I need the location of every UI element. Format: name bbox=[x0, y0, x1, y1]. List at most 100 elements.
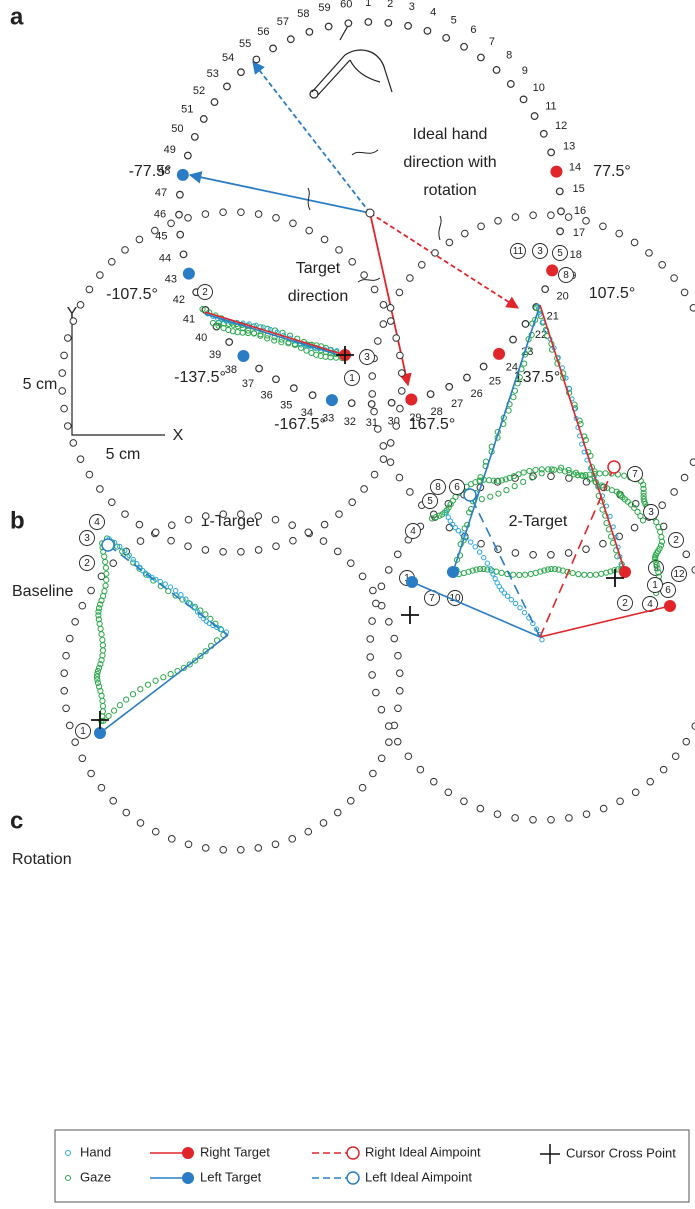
target bbox=[360, 485, 368, 493]
target bbox=[445, 238, 454, 247]
hand-sample bbox=[490, 571, 496, 577]
gaze-sample bbox=[520, 469, 527, 476]
legend-label: Cursor Cross Point bbox=[566, 1145, 676, 1160]
target bbox=[477, 539, 485, 548]
marker-circle bbox=[75, 723, 91, 739]
gaze-sample bbox=[114, 543, 121, 550]
gaze-sample bbox=[541, 567, 548, 574]
target bbox=[255, 364, 263, 373]
gaze-sample bbox=[521, 360, 528, 367]
target bbox=[324, 22, 333, 31]
ideal-aimpoint bbox=[463, 488, 477, 502]
hand-sample bbox=[539, 637, 545, 643]
gaze-sample bbox=[428, 515, 436, 522]
gaze-sample bbox=[95, 612, 102, 619]
target-number: 56 bbox=[257, 26, 269, 38]
gaze-sample bbox=[93, 673, 101, 680]
target bbox=[379, 301, 388, 309]
target bbox=[393, 550, 402, 559]
target bbox=[69, 317, 78, 325]
target bbox=[658, 260, 667, 269]
angle-label: 137.5° bbox=[514, 369, 560, 386]
target bbox=[237, 208, 245, 217]
target bbox=[599, 804, 608, 813]
hand-sample bbox=[610, 524, 616, 530]
target bbox=[289, 384, 298, 393]
target bbox=[87, 586, 95, 595]
gaze-sample bbox=[503, 487, 510, 494]
marker-number: 6 bbox=[454, 482, 460, 493]
gaze-sample bbox=[98, 597, 105, 604]
hand-icon bbox=[309, 21, 393, 99]
target bbox=[364, 18, 373, 26]
target bbox=[396, 404, 404, 413]
gaze-sample bbox=[257, 324, 264, 331]
target bbox=[630, 523, 639, 532]
target-number: 38 bbox=[225, 364, 237, 376]
target bbox=[237, 68, 245, 77]
marker-circle bbox=[197, 284, 213, 300]
target-line bbox=[539, 605, 671, 638]
gaze-sample bbox=[98, 717, 105, 725]
gaze-sample bbox=[129, 691, 137, 698]
target bbox=[373, 425, 382, 433]
hand-sample bbox=[162, 581, 168, 587]
gaze-sample bbox=[97, 601, 104, 608]
marker-circle bbox=[89, 514, 105, 530]
target bbox=[564, 549, 573, 557]
target bbox=[184, 213, 192, 222]
target bbox=[346, 796, 355, 805]
target bbox=[377, 705, 386, 714]
target bbox=[97, 783, 106, 792]
pointer bbox=[351, 149, 379, 156]
target bbox=[384, 18, 393, 27]
target bbox=[183, 151, 192, 160]
target-filled bbox=[325, 394, 338, 407]
marker-circle bbox=[344, 370, 360, 386]
legend-label: Left Target bbox=[200, 1169, 262, 1184]
gaze-sample bbox=[192, 657, 199, 664]
target bbox=[370, 407, 378, 416]
target bbox=[237, 547, 245, 556]
target bbox=[511, 549, 520, 557]
gaze-sample bbox=[640, 489, 647, 496]
annotation: direction with bbox=[403, 154, 496, 171]
target bbox=[582, 545, 590, 554]
legend-swatch bbox=[182, 1172, 194, 1184]
gaze-sample bbox=[654, 565, 661, 572]
target bbox=[368, 671, 376, 679]
target bbox=[308, 391, 317, 400]
target-filled bbox=[493, 347, 506, 360]
angle-label: -107.5° bbox=[106, 286, 158, 303]
target bbox=[335, 246, 343, 254]
target bbox=[199, 115, 208, 123]
target bbox=[565, 474, 573, 482]
panel-label: a bbox=[10, 3, 24, 30]
target bbox=[404, 21, 412, 30]
marker-number: 8 bbox=[435, 482, 441, 493]
gaze-sample bbox=[179, 596, 186, 603]
marker-number: 10 bbox=[449, 593, 461, 604]
target bbox=[305, 27, 314, 36]
right-target bbox=[664, 600, 676, 612]
target bbox=[372, 688, 380, 697]
legend-swatch bbox=[65, 1175, 71, 1181]
ideal-line bbox=[107, 544, 229, 636]
target bbox=[530, 112, 539, 120]
ideal-aimpoint bbox=[607, 460, 621, 474]
legend-label: Gaze bbox=[80, 1169, 111, 1184]
hand-sample bbox=[214, 624, 220, 631]
target bbox=[385, 617, 393, 626]
marker-number: 3 bbox=[537, 246, 543, 257]
row-label: Baseline bbox=[12, 583, 73, 600]
legend-label: Right Ideal Aimpoint bbox=[365, 1144, 481, 1159]
marker-number: 2 bbox=[622, 598, 628, 609]
target bbox=[184, 840, 193, 849]
legend: Hand Gaze Right Target Left Target Right… bbox=[54, 1129, 690, 1203]
target bbox=[151, 226, 159, 235]
target bbox=[431, 249, 439, 257]
marker-circle bbox=[532, 243, 548, 259]
target bbox=[65, 634, 74, 643]
target bbox=[547, 148, 556, 157]
gaze-sample bbox=[94, 667, 102, 675]
